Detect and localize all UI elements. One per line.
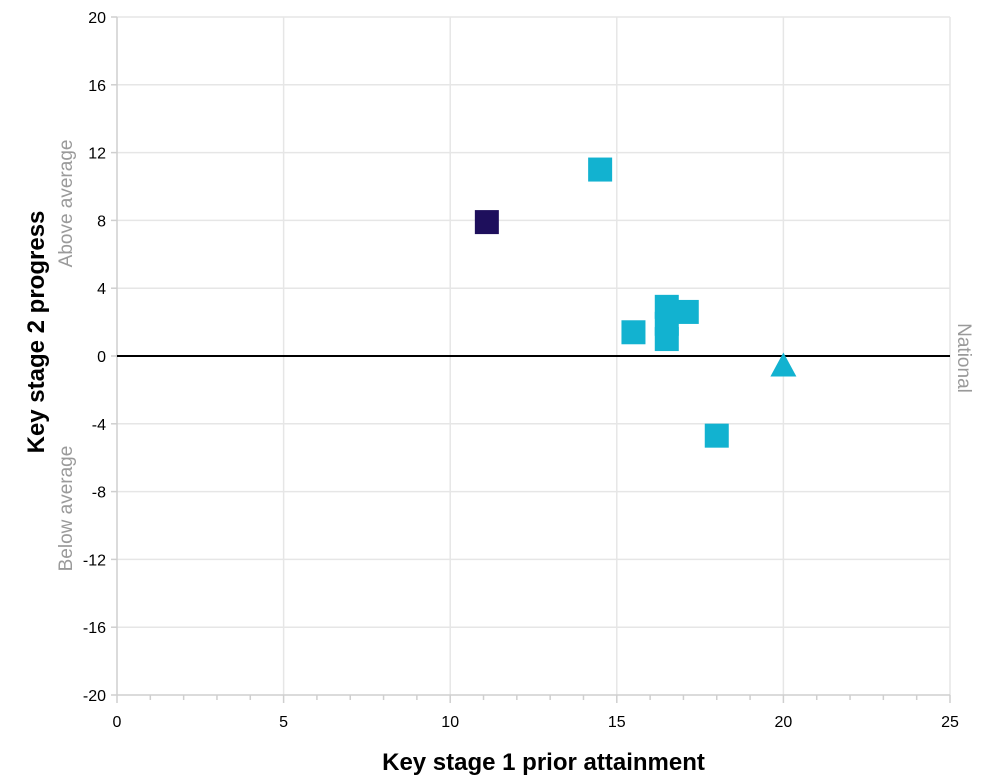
school-square-point xyxy=(675,300,699,324)
x-tick-label: 20 xyxy=(775,714,793,731)
y-axis-title: Key stage 2 progress xyxy=(23,211,50,454)
x-tick-label: 5 xyxy=(279,714,288,731)
school-square-point xyxy=(588,158,612,182)
y-tick-label: -16 xyxy=(83,620,106,637)
tick-labels: 0 5 10 15 20 25 20 16 12 8 4 0 -4 -8 -12 -16 -20 xyxy=(83,10,959,731)
y-tick-label: 4 xyxy=(97,281,106,298)
y-tick-label: 20 xyxy=(88,10,106,27)
y-tick-label: -4 xyxy=(92,417,106,434)
y-tick-label: 8 xyxy=(97,213,106,230)
school-square-point xyxy=(655,327,679,351)
above-average-label: Above average xyxy=(56,140,77,268)
national-label: National xyxy=(953,323,974,393)
y-tick-label: 12 xyxy=(88,146,106,163)
y-tick-label: 0 xyxy=(97,349,106,366)
y-tick-label: -12 xyxy=(83,552,106,569)
y-tick-label: -8 xyxy=(92,485,106,502)
x-axis-title: Key stage 1 prior attainment xyxy=(382,749,705,776)
data-points xyxy=(475,158,797,448)
below-average-label: Below average xyxy=(56,446,77,572)
school-square-point xyxy=(621,320,645,344)
x-tick-label: 0 xyxy=(113,714,122,731)
y-tick-label: 16 xyxy=(88,78,106,95)
school-square-point xyxy=(705,424,729,448)
x-tick-label: 15 xyxy=(608,714,626,731)
y-tick-label: -20 xyxy=(83,688,106,705)
school-square-point xyxy=(475,210,499,234)
x-tick-label: 10 xyxy=(441,714,459,731)
axes xyxy=(111,17,950,703)
x-tick-label: 25 xyxy=(941,714,959,731)
